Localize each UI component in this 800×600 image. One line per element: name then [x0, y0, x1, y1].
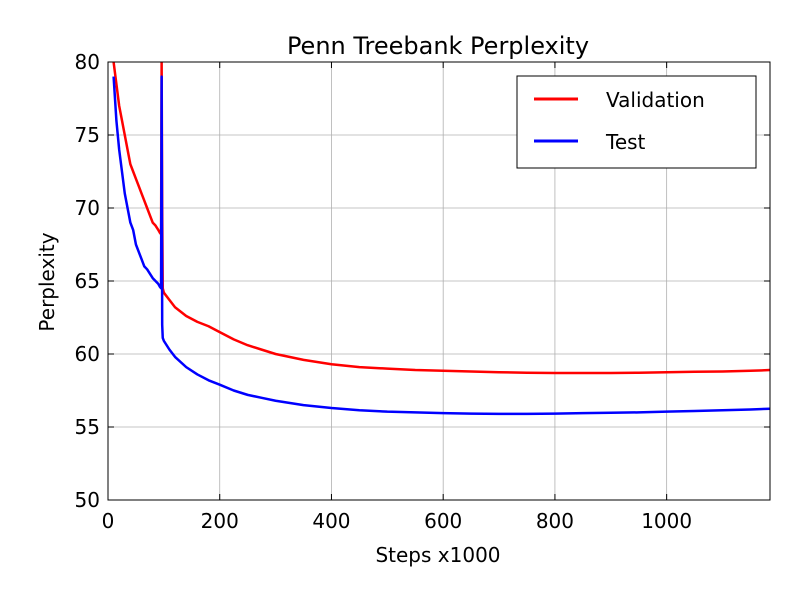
- legend-box: [516, 75, 757, 169]
- series-line-validation: [112, 62, 770, 375]
- x-tick-label: 0: [102, 509, 115, 533]
- legend: Validation Test: [516, 75, 757, 169]
- y-tick-label: 65: [75, 269, 100, 293]
- legend-label-validation: Validation: [606, 88, 705, 112]
- y-tick-label: 55: [75, 415, 100, 439]
- x-tick-label: 600: [424, 509, 462, 533]
- legend-label-test: Test: [605, 130, 646, 154]
- y-tick-label: 50: [75, 488, 100, 512]
- x-axis-label: Steps x1000: [375, 543, 500, 567]
- x-tick-label: 1000: [641, 509, 692, 533]
- y-tick-label: 75: [75, 123, 100, 147]
- y-tick-label: 70: [75, 196, 100, 220]
- y-tick-label: 80: [75, 50, 100, 74]
- chart-title: Penn Treebank Perplexity: [287, 32, 589, 60]
- x-tick-label: 400: [312, 509, 350, 533]
- plot-series: [112, 62, 770, 416]
- axis-ticks: 0 200 400 600 800 1000 50 55 60 65 70 75 80: [75, 50, 770, 533]
- x-tick-label: 200: [201, 509, 239, 533]
- series-line-test: [112, 75, 770, 416]
- y-tick-label: 60: [75, 342, 100, 366]
- y-axis-label: Perplexity: [35, 232, 59, 331]
- x-tick-label: 800: [536, 509, 574, 533]
